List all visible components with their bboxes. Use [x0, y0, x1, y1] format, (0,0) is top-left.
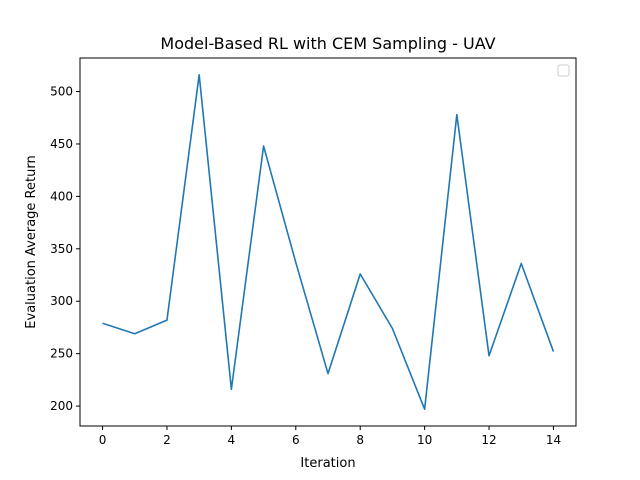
series-group [102, 73, 555, 411]
y-tick-label: 450 [50, 137, 73, 151]
y-tick-label: 350 [50, 242, 73, 256]
x-tick-label: 10 [417, 433, 432, 447]
series-line [102, 73, 555, 411]
x-axis-label: Iteration [300, 456, 355, 471]
x-axis: 0 2 4 6 8 10 12 14 [99, 426, 561, 447]
plot-frame [79, 57, 577, 427]
y-axis: 200 250 300 350 400 450 500 [50, 85, 80, 413]
y-tick-label: 250 [50, 347, 73, 361]
y-axis-label: Evaluation Average Return [24, 155, 39, 328]
y-tick-label: 200 [50, 399, 73, 413]
y-tick-label: 300 [50, 294, 73, 308]
y-tick-label: 400 [50, 189, 73, 203]
x-tick-label: 4 [228, 433, 236, 447]
x-tick-label: 8 [356, 433, 364, 447]
chart-title: Model-Based RL with CEM Sampling - UAV [160, 34, 495, 53]
x-tick-label: 14 [546, 433, 561, 447]
x-tick-label: 2 [163, 433, 171, 447]
legend-box [557, 64, 570, 77]
y-tick-label: 500 [50, 85, 73, 99]
x-tick-label: 6 [292, 433, 300, 447]
x-tick-label: 12 [481, 433, 496, 447]
x-tick-label: 0 [99, 433, 107, 447]
